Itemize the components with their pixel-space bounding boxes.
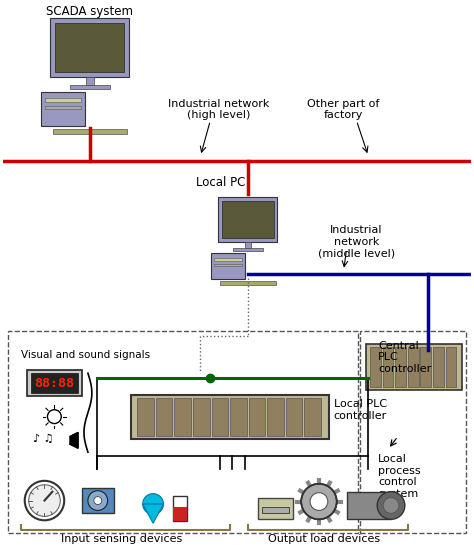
Bar xyxy=(366,343,462,390)
Bar xyxy=(262,507,289,513)
Bar xyxy=(131,395,329,439)
Circle shape xyxy=(301,484,337,519)
Bar xyxy=(41,92,85,126)
Bar xyxy=(8,331,358,533)
Bar xyxy=(173,507,187,522)
Text: Other part of
factory: Other part of factory xyxy=(308,99,380,120)
Circle shape xyxy=(377,492,405,519)
Polygon shape xyxy=(70,432,78,448)
Bar xyxy=(222,201,274,238)
Text: Local PLC
controller: Local PLC controller xyxy=(334,399,387,421)
Bar xyxy=(214,264,242,266)
Text: ♪ ♫: ♪ ♫ xyxy=(33,434,53,444)
Bar xyxy=(220,281,275,285)
Bar xyxy=(50,18,129,77)
Text: Industrial network
(high level): Industrial network (high level) xyxy=(167,99,269,120)
Bar xyxy=(395,347,406,387)
Bar xyxy=(86,77,94,85)
Circle shape xyxy=(310,493,328,511)
Text: Input sensing devices: Input sensing devices xyxy=(61,534,182,544)
Text: Local
process
control
system: Local process control system xyxy=(378,454,421,499)
Circle shape xyxy=(29,485,60,516)
Bar xyxy=(82,488,114,513)
Bar xyxy=(420,347,431,387)
Polygon shape xyxy=(143,504,164,523)
Text: Output load devices: Output load devices xyxy=(268,534,380,544)
Bar xyxy=(408,347,419,387)
Bar xyxy=(70,85,109,89)
Bar xyxy=(53,129,127,134)
Bar xyxy=(55,23,125,72)
Bar xyxy=(446,347,456,387)
Bar xyxy=(230,398,246,437)
Text: Visual and sound signals: Visual and sound signals xyxy=(21,350,150,360)
Bar xyxy=(286,398,302,437)
Bar xyxy=(304,398,321,437)
Bar xyxy=(173,495,187,522)
Text: Local PC: Local PC xyxy=(196,175,245,189)
Bar xyxy=(249,398,265,437)
Circle shape xyxy=(25,481,64,520)
Bar xyxy=(214,258,242,261)
Bar xyxy=(370,347,381,387)
Bar xyxy=(193,398,210,437)
Bar xyxy=(211,253,245,279)
Bar xyxy=(45,106,82,109)
Bar xyxy=(233,248,263,251)
Text: SCADA system: SCADA system xyxy=(46,5,133,18)
Bar xyxy=(258,498,293,519)
Bar xyxy=(27,370,82,396)
Bar xyxy=(211,398,228,437)
Bar xyxy=(267,398,284,437)
Circle shape xyxy=(383,498,399,513)
Bar xyxy=(137,398,154,437)
Text: 88:88: 88:88 xyxy=(34,377,74,390)
Text: Industrial
network
(middle level): Industrial network (middle level) xyxy=(318,225,395,258)
Bar xyxy=(383,347,393,387)
Circle shape xyxy=(94,496,102,505)
Bar xyxy=(433,347,444,387)
Bar xyxy=(156,398,173,437)
Text: Central
PLC
controller: Central PLC controller xyxy=(378,341,431,374)
Bar xyxy=(45,98,82,102)
Bar xyxy=(346,492,391,519)
Circle shape xyxy=(143,494,164,514)
Bar xyxy=(31,373,78,393)
Bar xyxy=(360,331,466,533)
Bar xyxy=(174,398,191,437)
Circle shape xyxy=(88,490,108,511)
Bar xyxy=(245,242,251,248)
Bar xyxy=(218,197,277,242)
